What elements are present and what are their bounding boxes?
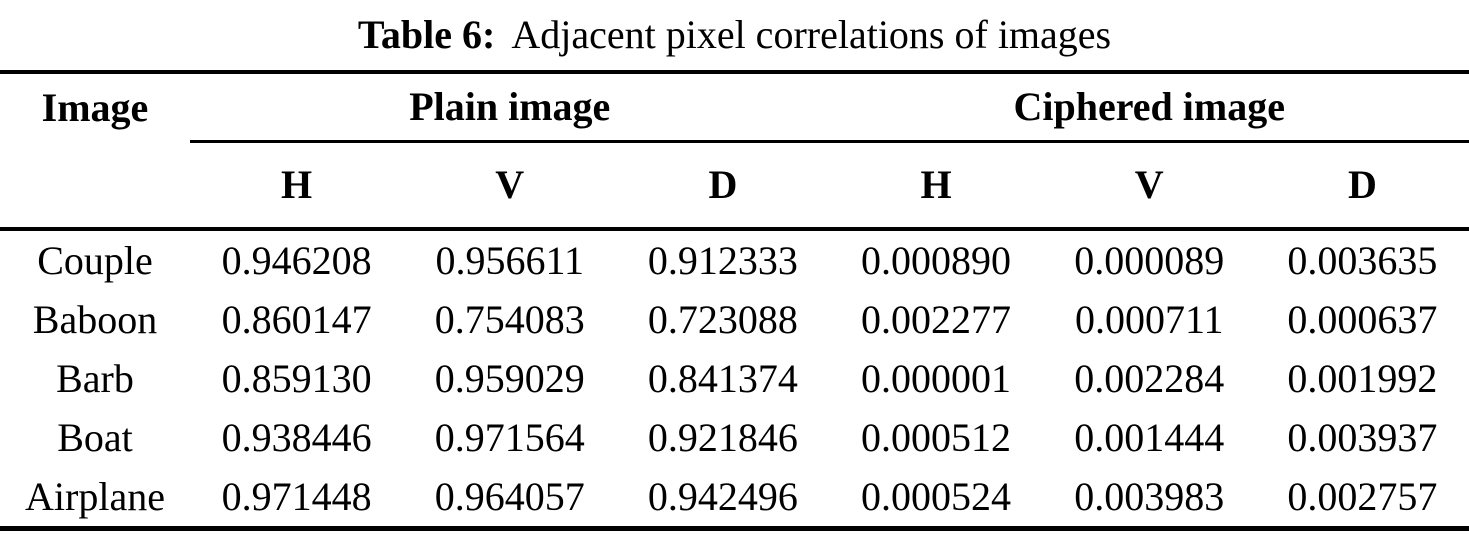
table-cell: 0.860147 xyxy=(221,296,372,342)
table-cell: 0.002757 xyxy=(1287,473,1438,519)
table-cell: 0.003937 xyxy=(1287,414,1438,460)
table-cell: 0.946208 xyxy=(221,237,372,283)
table-cell: 0.971448 xyxy=(221,473,372,519)
column-group-ciphered-image: Ciphered image xyxy=(829,72,1469,143)
table-cell: 0.938446 xyxy=(221,414,372,460)
table-cell: 0.754083 xyxy=(434,296,585,342)
table-cell: 0.003983 xyxy=(1074,473,1225,519)
table-cell: 0.001992 xyxy=(1287,355,1438,401)
table-cell: 0.956611 xyxy=(435,237,584,283)
table-cell: 0.000089 xyxy=(1074,237,1225,283)
table-row-barb: Barb 0.859130 0.959029 0.841374 0.000001… xyxy=(0,349,1469,408)
table-caption: Table 6: Adjacent pixel correlations of … xyxy=(0,0,1469,70)
table-cell: 0.000512 xyxy=(861,414,1012,460)
table-cell: 0.000524 xyxy=(861,473,1012,519)
table-row-baboon: Baboon 0.860147 0.754083 0.723088 0.0022… xyxy=(0,290,1469,349)
column-header-image: Image xyxy=(41,84,149,130)
row-label: Boat xyxy=(57,414,133,460)
column-header-ciphered-h: H xyxy=(829,141,1043,231)
table-row-airplane: Airplane 0.971448 0.964057 0.942496 0.00… xyxy=(0,467,1469,529)
table-cell: 0.002284 xyxy=(1074,355,1225,401)
table-cell: 0.003635 xyxy=(1287,237,1438,283)
table-cell: 0.723088 xyxy=(647,296,798,342)
column-header-plain-h: H xyxy=(190,141,404,231)
column-header-plain-d: D xyxy=(616,141,830,231)
caption-label: Table 6: xyxy=(357,12,496,57)
table-cell: 0.002277 xyxy=(861,296,1012,342)
table-cell: 0.841374 xyxy=(647,355,798,401)
table-cell: 0.859130 xyxy=(221,355,372,401)
table-cell: 0.000637 xyxy=(1287,296,1438,342)
table-cell: 0.959029 xyxy=(434,355,585,401)
table-row-boat: Boat 0.938446 0.971564 0.921846 0.000512… xyxy=(0,408,1469,467)
caption-text: Adjacent pixel correlations of images xyxy=(511,12,1112,57)
row-label: Baboon xyxy=(32,296,158,342)
table-cell: 0.001444 xyxy=(1074,414,1225,460)
column-header-plain-v: V xyxy=(403,141,617,231)
row-label: Couple xyxy=(37,237,153,283)
row-label: Airplane xyxy=(25,473,165,519)
table-subheader-row: H V D H V D xyxy=(0,141,1469,231)
table-cell: 0.000001 xyxy=(861,355,1012,401)
table-cell: 0.000890 xyxy=(861,237,1012,283)
table-cell: 0.921846 xyxy=(647,414,798,460)
table-row-couple: Couple 0.946208 0.956611 0.912333 0.0008… xyxy=(0,229,1469,290)
column-header-ciphered-d: D xyxy=(1255,141,1469,231)
row-label: Barb xyxy=(56,355,134,401)
table-cell: 0.912333 xyxy=(647,237,798,283)
column-header-ciphered-v: V xyxy=(1042,141,1256,231)
table-cell: 0.964057 xyxy=(434,473,585,519)
correlation-table: Image Plain image Ciphered image H V D H… xyxy=(0,70,1469,531)
column-header-spacer xyxy=(0,141,190,231)
table-group-header-row: Image Plain image Ciphered image xyxy=(0,72,1469,143)
table-cell: 0.971564 xyxy=(434,414,585,460)
table-cell: 0.000711 xyxy=(1074,296,1224,342)
column-group-plain-image: Plain image xyxy=(190,72,830,143)
table-cell: 0.942496 xyxy=(647,473,798,519)
